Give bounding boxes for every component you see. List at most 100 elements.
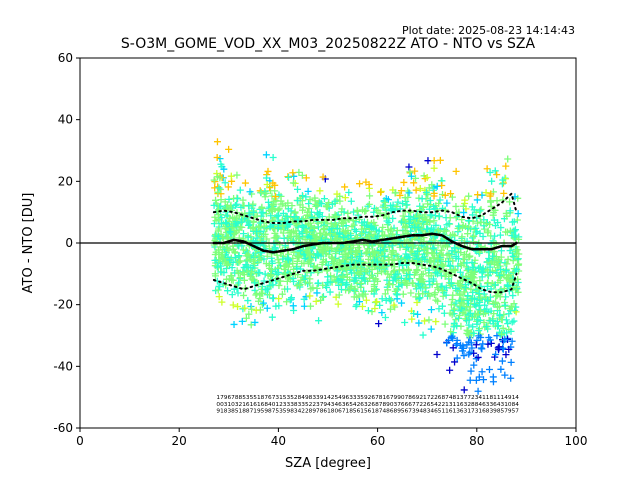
scatter-point — [257, 188, 265, 196]
scatter-point — [457, 261, 465, 269]
scatter-point — [399, 290, 407, 298]
scatter-point — [222, 225, 230, 233]
scatter-point — [482, 189, 490, 197]
scatter-point — [350, 277, 358, 285]
scatter-point — [407, 289, 415, 297]
scatter-point — [400, 178, 408, 186]
scatter-point — [244, 233, 252, 241]
scatter-point — [438, 182, 446, 190]
scatter-point — [268, 257, 276, 265]
scatter-point — [277, 200, 285, 208]
scatter-point — [300, 302, 308, 310]
scatter-point — [313, 264, 321, 272]
scatter-point — [376, 301, 384, 309]
scatter-point — [478, 266, 486, 274]
scatter-point — [476, 229, 484, 237]
scatter-point — [470, 232, 478, 240]
scatter-point — [502, 274, 510, 282]
scatter-point — [299, 206, 307, 214]
scatter-point — [230, 320, 238, 328]
scatter-point — [224, 183, 232, 191]
scatter-point — [414, 244, 422, 252]
scatter-point — [491, 167, 499, 175]
series-line-1 — [212, 191, 518, 224]
scatter-point — [362, 207, 370, 215]
scatter-point — [221, 198, 229, 206]
scatter-point — [403, 281, 411, 289]
scatter-point — [374, 232, 382, 240]
scatter-point — [428, 181, 436, 189]
count-label-row-1: 1796788535518767315352849833914254963335… — [216, 395, 519, 401]
scatter-point — [269, 179, 277, 187]
scatter-point — [210, 176, 218, 184]
scatter-point — [508, 318, 516, 326]
scatter-point — [333, 235, 341, 243]
scatter-point — [427, 306, 435, 314]
scatter-point — [260, 277, 268, 285]
scatter-point — [328, 245, 336, 253]
scatter-point — [453, 340, 461, 348]
x-axis-label: SZA [degree] — [285, 456, 371, 471]
scatter-point — [433, 351, 441, 359]
scatter-point — [388, 248, 396, 256]
scatter-point — [467, 295, 475, 303]
scatter-point — [385, 280, 393, 288]
scatter-point — [357, 279, 365, 287]
y-tick-label: -60 — [53, 421, 73, 435]
scatter-point — [262, 151, 270, 159]
scatter-point — [325, 199, 333, 207]
scatter-point — [509, 252, 517, 260]
scatter-point — [290, 213, 298, 221]
scatter-point — [477, 205, 485, 213]
scatter-point — [464, 265, 472, 273]
scatter-point — [452, 284, 460, 292]
scatter-point — [225, 246, 233, 254]
scatter-point — [316, 209, 324, 217]
scatter-point — [475, 373, 483, 381]
scatter-point — [300, 275, 308, 283]
scatter-point — [254, 269, 262, 277]
y-tick-label: -20 — [53, 298, 73, 312]
scatter-point — [315, 317, 323, 325]
x-tick-label: 100 — [565, 434, 588, 448]
scatter-point — [424, 157, 432, 165]
scatter-point — [298, 229, 306, 237]
scatter-point — [470, 329, 478, 337]
scatter-point — [233, 200, 241, 208]
scatter-point — [258, 203, 266, 211]
scatter-point — [364, 232, 372, 240]
scatter-point — [347, 231, 355, 239]
scatter-point — [231, 229, 239, 237]
scatter-point — [275, 211, 283, 219]
scatter-point — [314, 279, 322, 287]
scatter-point — [313, 232, 321, 240]
scatter-point — [341, 194, 349, 202]
scatter-point — [368, 242, 376, 250]
y-tick-label: 0 — [65, 236, 73, 250]
scatter-point — [485, 255, 493, 263]
scatter-point — [235, 279, 243, 287]
scatter-point — [323, 203, 331, 211]
scatter-point — [294, 252, 302, 260]
scatter-point — [392, 271, 400, 279]
scatter-point — [375, 320, 383, 328]
scatter-point — [451, 358, 459, 366]
scatter-point — [318, 212, 326, 220]
scatter-point — [268, 313, 276, 321]
scatter-point — [231, 254, 239, 262]
scatter-point — [412, 186, 420, 194]
scatter-point — [400, 267, 408, 275]
scatter-point — [456, 312, 464, 320]
scatter-point — [213, 138, 221, 146]
scatter-point — [211, 256, 219, 264]
scatter-point — [479, 340, 487, 348]
scatter-point — [398, 217, 406, 225]
scatter-point — [473, 336, 481, 344]
scatter-point — [271, 225, 279, 233]
y-axis-ticks: -60 -40 -20 0 20 40 60 — [53, 51, 80, 435]
scatter-point — [415, 213, 423, 221]
scatter-point — [432, 318, 440, 326]
scatter-point — [421, 317, 429, 325]
scatter-point — [506, 198, 514, 206]
scatter-point — [397, 187, 405, 195]
